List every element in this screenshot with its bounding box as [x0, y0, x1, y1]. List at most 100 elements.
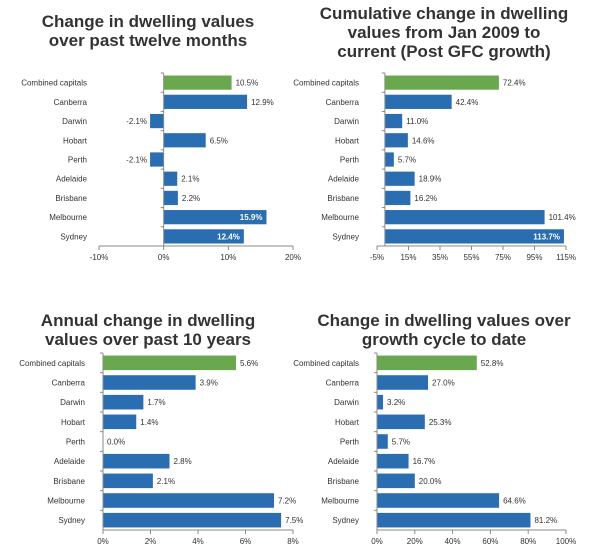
chart-title-line: values over past 10 years: [44, 330, 252, 349]
bar: [377, 434, 388, 449]
bar: [150, 152, 164, 167]
chart-panel-twelve-months: Change in dwelling values over past twel…: [0, 0, 301, 278]
data-label: 42.4%: [456, 98, 479, 107]
bar: [163, 229, 244, 244]
chart-panel-post-gfc-growth: Cumulative change in dwelling values fro…: [293, 0, 592, 278]
category-label: Combined capitals: [19, 359, 85, 368]
data-label: 5.7%: [392, 438, 410, 447]
bar: [384, 152, 394, 167]
data-label: 64.6%: [503, 497, 526, 506]
category-label: Combined capitals: [293, 79, 359, 88]
bar-chart-growth-cycle: 0% 20% 40% 60% 80% 100% Combined capitals 52.8%…: [293, 352, 576, 546]
bar: [377, 414, 425, 430]
bar: [377, 493, 500, 508]
data-label: -2.1%: [126, 117, 147, 126]
bar: [384, 75, 499, 90]
x-tick-label: 75%: [495, 253, 511, 262]
x-tick-label: 115%: [556, 253, 576, 262]
chart-title: Change in dwelling values over growth cy…: [296, 311, 592, 349]
chart-title-line: growth cycle to date: [361, 330, 527, 349]
data-label: 27.0%: [432, 379, 455, 388]
x-tick-label: 15%: [400, 253, 416, 262]
data-label: -2.1%: [126, 156, 147, 165]
x-tick-label: 2%: [145, 537, 157, 546]
bar: [163, 190, 178, 206]
x-tick-label: 10%: [220, 253, 236, 262]
chart-panel-ten-years: Annual change in dwelling values over pa…: [0, 279, 303, 557]
category-label: Brisbane: [327, 194, 359, 203]
chart-title-line: Cumulative change in dwelling: [319, 4, 569, 23]
data-label: 52.8%: [481, 359, 504, 368]
category-label: Perth: [66, 438, 85, 447]
data-label: 16.2%: [414, 194, 437, 203]
category-label: Darwin: [62, 117, 87, 126]
category-label: Brisbane: [55, 194, 87, 203]
chart-title-line: Annual change in dwelling: [40, 311, 256, 330]
x-tick-label: 8%: [287, 537, 299, 546]
bar: [103, 453, 170, 469]
category-label: Brisbane: [327, 477, 359, 486]
category-label: Canberra: [326, 98, 360, 107]
data-label: 20.0%: [419, 477, 442, 486]
bar: [384, 113, 403, 129]
chart-title: Annual change in dwelling values over pa…: [0, 311, 296, 349]
bar: [103, 493, 274, 508]
data-label: 25.3%: [429, 418, 452, 427]
bar: [103, 355, 236, 371]
data-label: 1.4%: [140, 418, 158, 427]
bar: [103, 512, 282, 528]
bar: [103, 394, 144, 410]
category-label: Melbourne: [47, 497, 85, 506]
chart-title-line: current (Post GFC growth): [337, 42, 551, 61]
category-label: Melbourne: [49, 213, 87, 222]
data-label: 3.9%: [200, 379, 218, 388]
x-tick-label: 95%: [526, 253, 542, 262]
category-label: Adelaide: [328, 175, 360, 184]
chart-title-line: Change in dwelling values: [41, 12, 255, 31]
data-label: 5.6%: [240, 359, 258, 368]
data-label: 113.7%: [533, 232, 560, 241]
bar: [377, 453, 409, 469]
bar: [163, 133, 206, 148]
chart-title-line: over past twelve months: [48, 31, 248, 50]
x-tick-label: 4%: [192, 537, 204, 546]
bar: [163, 94, 248, 109]
bar: [150, 113, 164, 129]
data-label: 5.7%: [398, 156, 416, 165]
x-tick-label: 6%: [240, 537, 252, 546]
data-label: 16.7%: [413, 457, 436, 466]
data-label: 14.6%: [412, 136, 435, 145]
bar: [163, 75, 232, 90]
bar: [163, 210, 267, 225]
bar: [377, 512, 531, 528]
chart-panel-growth-cycle: Change in dwelling values over growth cy…: [293, 279, 592, 557]
bar-chart-twelve-months: -10% 0% 10% 20% Combined capitals 10.5% Canber…: [21, 72, 301, 262]
data-label: 2.1%: [181, 175, 199, 184]
category-label: Hobart: [61, 418, 86, 427]
bar: [377, 355, 477, 371]
category-label: Canberra: [54, 98, 88, 107]
x-tick-label: -5%: [370, 253, 384, 262]
data-label: 72.4%: [503, 79, 526, 88]
bar: [163, 171, 178, 186]
category-label: Sydney: [332, 516, 359, 525]
chart-title: Change in dwelling values over past twel…: [0, 12, 296, 50]
bar: [384, 94, 452, 109]
x-tick-label: 0%: [97, 537, 109, 546]
data-label: 7.5%: [285, 516, 303, 525]
category-label: Darwin: [334, 117, 359, 126]
data-label: 101.4%: [549, 213, 576, 222]
data-label: 6.5%: [210, 136, 228, 145]
data-label: 2.8%: [174, 457, 192, 466]
category-label: Canberra: [52, 379, 86, 388]
bar-chart-ten-years: 0% 2% 4% 6% 8% Combined capitals 5.6% Canberra 3…: [19, 352, 303, 546]
category-label: Hobart: [335, 418, 360, 427]
x-tick-label: 100%: [556, 537, 576, 546]
x-tick-label: 40%: [445, 537, 461, 546]
category-label: Canberra: [326, 379, 360, 388]
category-label: Adelaide: [328, 457, 360, 466]
category-label: Darwin: [334, 398, 359, 407]
category-label: Sydney: [332, 232, 359, 241]
data-label: 12.4%: [217, 232, 240, 241]
category-label: Darwin: [60, 398, 85, 407]
